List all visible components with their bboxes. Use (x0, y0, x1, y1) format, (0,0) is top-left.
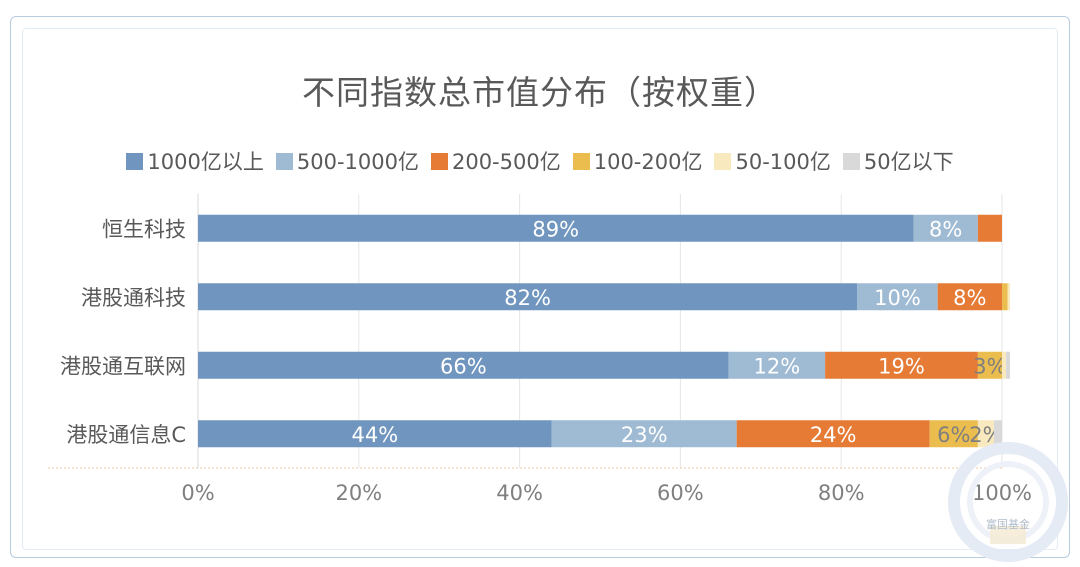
category-label: 恒生科技 (102, 217, 186, 241)
x-tick-label: 60% (657, 481, 704, 505)
bar-segment (825, 351, 978, 379)
legend-label: 50亿以下 (863, 150, 954, 174)
data-label: 8% (953, 286, 986, 310)
bar-segment (977, 420, 994, 448)
data-label: 66% (440, 354, 487, 378)
legend-swatch (842, 152, 860, 170)
bar-segment (1002, 351, 1007, 379)
bar-segment (198, 351, 729, 379)
legend-label: 50-100亿 (735, 150, 831, 174)
fund-logo-watermark: 富国基金 (948, 442, 1068, 562)
watermark-text: 富国基金 (986, 517, 1030, 531)
legend-label: 1000亿以上 (147, 150, 264, 174)
bar-segment (1002, 283, 1008, 311)
bar-segment (937, 283, 1002, 311)
legend-item-50-100: 50-100亿 (714, 146, 831, 176)
legend-swatch (126, 152, 144, 170)
chart-inner-border (22, 28, 1058, 550)
legend-item-1000-plus: 1000亿以上 (126, 146, 264, 176)
legend-label: 100-200亿 (593, 150, 703, 174)
bar-segment (736, 420, 930, 448)
data-label: 6% (937, 423, 970, 447)
data-label: 8% (929, 217, 962, 241)
legend-label: 200-500亿 (451, 150, 561, 174)
legend-item-100-200: 100-200亿 (572, 146, 703, 176)
legend: 1000亿以上 500-1000亿 200-500亿 100-200亿 50-1… (0, 146, 1080, 176)
data-label: 23% (621, 423, 668, 447)
data-label: 10% (874, 286, 921, 310)
bar-segment (1006, 351, 1011, 379)
legend-swatch (430, 152, 448, 170)
x-tick-label: 0% (181, 481, 214, 505)
data-label: 24% (810, 423, 857, 447)
category-label: 港股通互联网 (60, 354, 186, 378)
data-label: 12% (754, 354, 801, 378)
legend-swatch (714, 152, 732, 170)
bar-segment (977, 351, 1002, 379)
bar-segment (198, 283, 858, 311)
bar-segment (913, 214, 978, 242)
chart-title: 不同指数总市值分布（按权重） (302, 73, 778, 112)
legend-label: 500-1000亿 (296, 150, 419, 174)
data-label: 89% (532, 217, 579, 241)
bar-segment (929, 420, 978, 448)
bar-segment (993, 420, 1002, 448)
data-label: 82% (504, 286, 551, 310)
data-label: 19% (878, 354, 925, 378)
bar-segment (1007, 283, 1011, 311)
bar-segment (198, 214, 914, 242)
x-tick-label: 80% (818, 481, 865, 505)
category-label: 港股通科技 (81, 286, 186, 310)
legend-swatch (275, 152, 293, 170)
data-label: 44% (352, 423, 399, 447)
bar-segment (977, 214, 1002, 242)
x-tick-label: 20% (335, 481, 382, 505)
data-label: 3% (973, 354, 1006, 378)
legend-swatch (572, 152, 590, 170)
bar-segment (198, 420, 552, 448)
x-tick-label: 40% (496, 481, 543, 505)
category-label: 港股通信息C (66, 423, 186, 447)
legend-item-200-500: 200-500亿 (430, 146, 561, 176)
legend-item-500-1000: 500-1000亿 (275, 146, 419, 176)
bar-segment (551, 420, 737, 448)
legend-item-below-50: 50亿以下 (842, 146, 954, 176)
bar-segment (857, 283, 938, 311)
bar-segment (728, 351, 826, 379)
x-tick-label: 100% (972, 481, 1032, 505)
